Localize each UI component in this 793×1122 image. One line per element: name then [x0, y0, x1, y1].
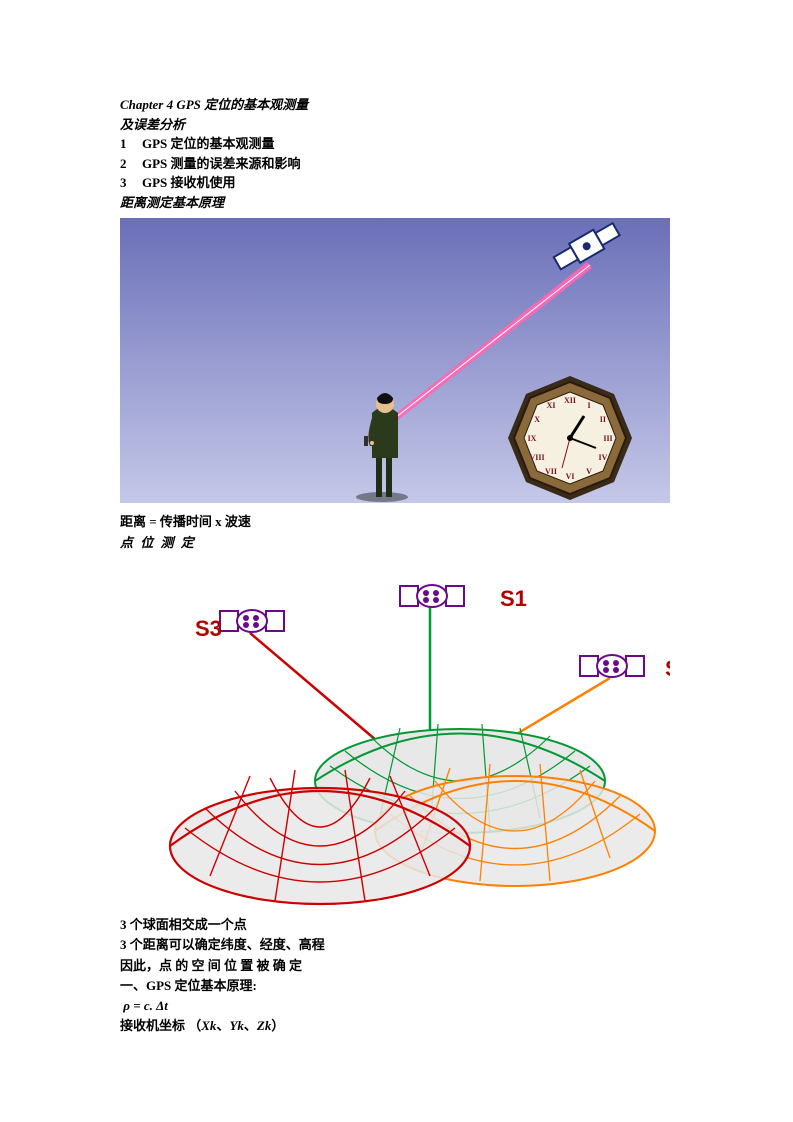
distance-formula: 距离 = 传播时间 x 波速 [120, 512, 673, 533]
chapter-title-2: 及误差分析 [120, 115, 673, 135]
line-principle-heading: 一、GPS 定位基本原理: [120, 976, 673, 996]
chapter-title-1: Chapter 4 GPS 定位的基本观测量 [120, 95, 673, 115]
line-three-distances: 3 个距离可以确定纬度、经度、高程 [120, 935, 673, 955]
section-point-position: 点 位 测 定 [120, 533, 673, 553]
svg-text:II: II [600, 415, 606, 424]
line-spheres-intersect: 3 个球面相交成一个点 [120, 915, 673, 935]
label-s3: S3 [195, 616, 222, 641]
figure-trilateration: S1 S2 S3 [120, 556, 673, 911]
label-s1: S1 [500, 586, 527, 611]
clock-icon: XIIIIIIIIIVVVIVIIVIIIIXXXI [508, 376, 632, 500]
toc-3: 3GPS 接收机使用 [120, 173, 673, 193]
section-distance-principle: 距离测定基本原理 [120, 193, 673, 213]
svg-text:III: III [603, 434, 612, 443]
line-position-determined: 因此，点 的 空 间 位 置 被 确 定 [120, 956, 673, 976]
svg-text:IX: IX [528, 434, 537, 443]
svg-text:V: V [586, 467, 592, 476]
svg-text:VI: VI [566, 472, 575, 481]
satellite-icon [220, 610, 284, 632]
svg-text:VIII: VIII [530, 453, 545, 462]
figure-distance-principle: XIIIIIIIIIVVVIVIIVIIIIXXXI [120, 218, 673, 508]
svg-text:VII: VII [545, 467, 557, 476]
svg-text:XII: XII [564, 396, 576, 405]
svg-text:X: X [534, 415, 540, 424]
svg-text:XI: XI [547, 401, 556, 410]
line-receiver-coords: 接收机坐标 （Xk、Yk、Zk） [120, 1016, 673, 1036]
label-s2: S2 [665, 656, 670, 681]
satellite-icon [580, 655, 644, 677]
svg-text:IV: IV [598, 453, 607, 462]
toc-1: 1GPS 定位的基本观测量 [120, 134, 673, 154]
satellite-icon [400, 585, 464, 607]
equation-rho: ρ = c. Δt [120, 996, 673, 1016]
svg-text:I: I [587, 401, 590, 410]
toc-2: 2GPS 测量的误差来源和影响 [120, 154, 673, 174]
